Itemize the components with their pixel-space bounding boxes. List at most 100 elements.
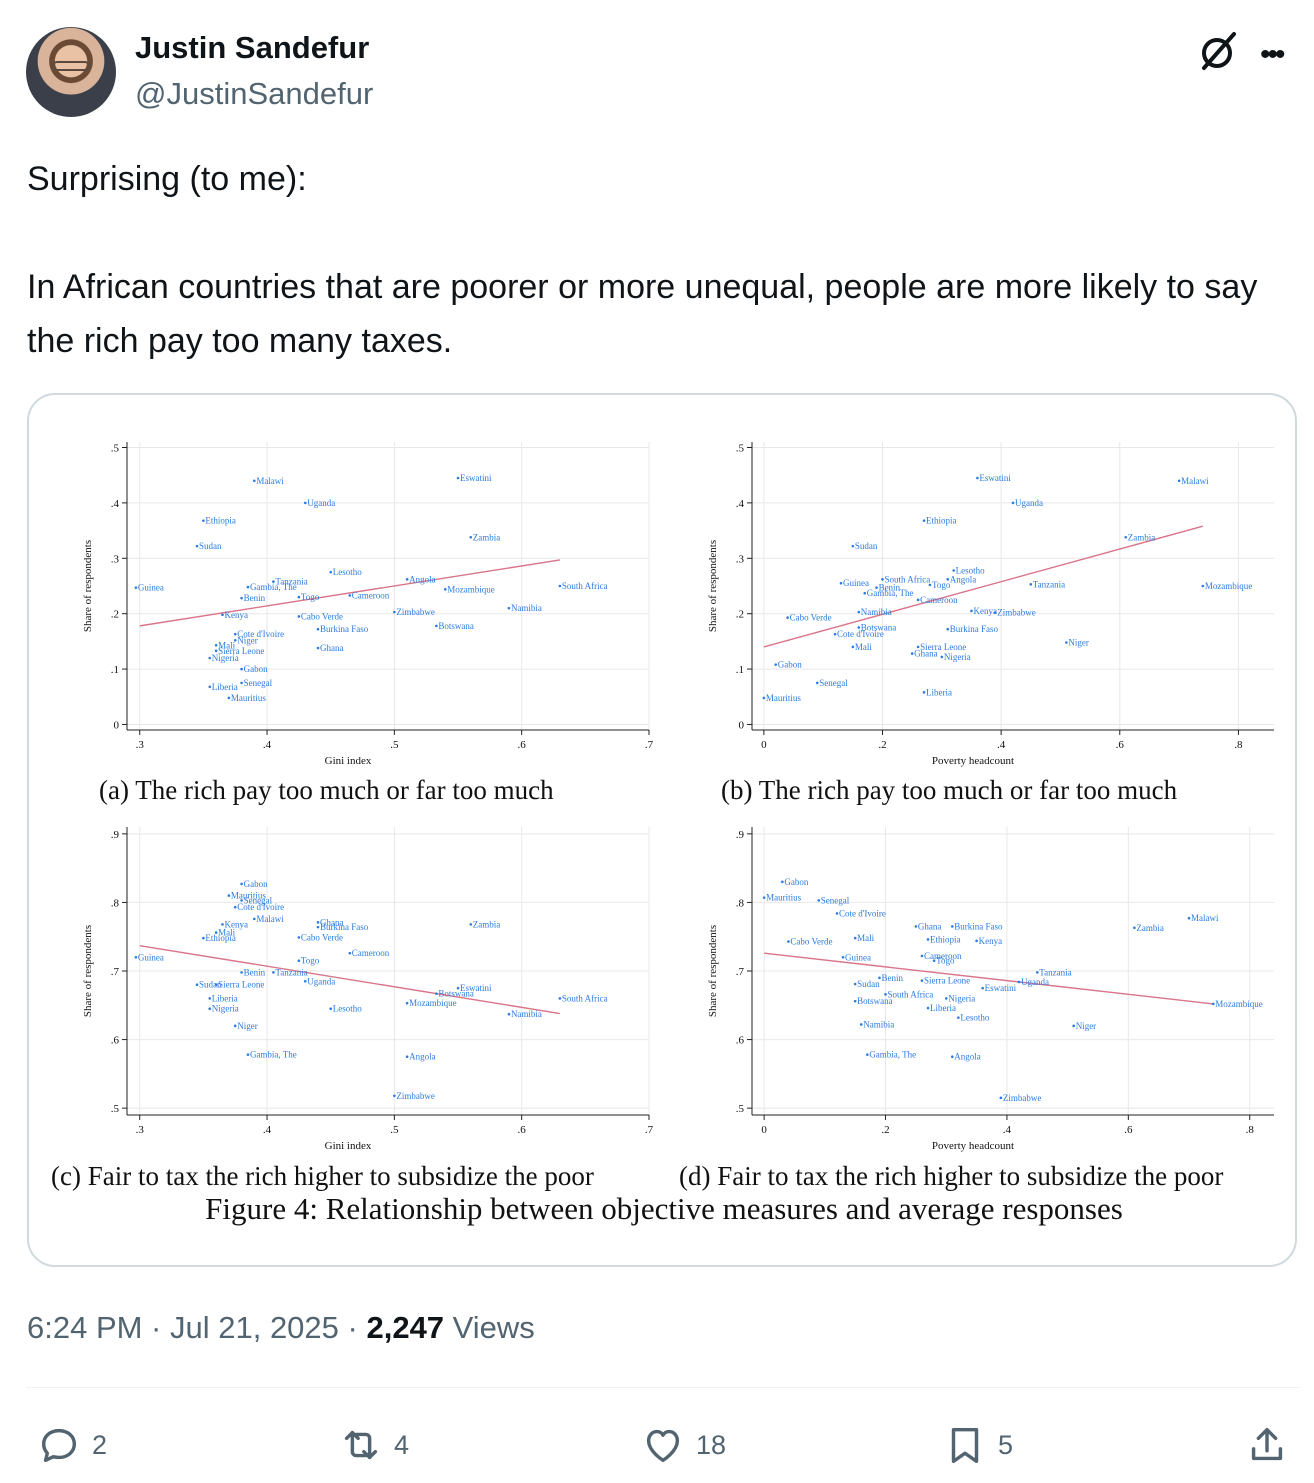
point-label: Gambia, The xyxy=(869,1050,916,1060)
data-point xyxy=(316,921,320,924)
point-label: Cabo Verde xyxy=(301,611,343,621)
repost-count: 4 xyxy=(394,1429,410,1460)
repost-button[interactable]: 4 xyxy=(338,1415,409,1475)
point-label: Uganda xyxy=(1021,977,1049,987)
y-tick-label: .4 xyxy=(111,498,120,510)
data-point xyxy=(914,925,918,928)
data-point xyxy=(253,479,256,483)
data-point xyxy=(297,615,301,618)
more-icon[interactable]: ••• xyxy=(1260,38,1285,71)
bookmark-icon xyxy=(951,1427,979,1464)
y-tick-label: .2 xyxy=(111,609,119,621)
x-tick-label: .7 xyxy=(645,1124,654,1136)
point-label: Angola xyxy=(409,574,436,584)
timestamp[interactable]: 6:24 PM · Jul 21, 2025 · xyxy=(27,1310,367,1345)
y-tick-label: .5 xyxy=(736,1103,745,1115)
point-label: Liberia xyxy=(212,682,238,692)
point-label: Mali xyxy=(218,640,235,650)
data-point xyxy=(227,696,231,700)
data-point xyxy=(297,959,301,963)
caption-d: (d) Fair to tax the rich higher to subsi… xyxy=(679,1161,1224,1191)
bookmark-button[interactable]: 5 xyxy=(942,1415,1013,1475)
point-label: Nigeria xyxy=(948,993,975,1003)
y-tick-label: .3 xyxy=(736,553,745,565)
point-label: Eswatini xyxy=(460,473,492,483)
data-point xyxy=(817,899,821,902)
data-point xyxy=(1124,535,1128,539)
data-point xyxy=(214,983,218,987)
y-tick-label: .1 xyxy=(736,664,744,676)
point-label: Lesotho xyxy=(333,1004,362,1014)
like-button[interactable]: 18 xyxy=(640,1415,726,1475)
data-point xyxy=(443,588,447,591)
chart-panel-c: .5 .6 .7 .8 .9 .3 .4 .5 .6 .7 Gini index Share of r… xyxy=(69,815,679,1195)
point-label: Uganda xyxy=(1015,498,1043,508)
data-point xyxy=(922,691,926,694)
data-point xyxy=(214,931,218,934)
point-label: Nigeria xyxy=(212,1004,239,1014)
avatar[interactable] xyxy=(26,27,116,117)
point-label: Eswatini xyxy=(979,473,1011,483)
data-point xyxy=(233,905,237,909)
data-point xyxy=(1017,980,1021,984)
data-point xyxy=(272,580,275,583)
data-point xyxy=(233,638,237,642)
y-tick-label: .5 xyxy=(111,1103,120,1115)
x-axis-title: Poverty headcount xyxy=(932,1140,1014,1152)
data-point xyxy=(240,971,243,974)
point-label: Zimbabwe xyxy=(997,608,1036,618)
data-point xyxy=(297,936,301,939)
media-image[interactable]: 0 .1 .2 .3 .4 .5 .3 .4 .5 .6 .7 Gini index Share of … xyxy=(27,393,1297,1267)
point-label: Togo xyxy=(936,956,955,966)
data-point xyxy=(787,940,790,943)
divider xyxy=(26,1387,1300,1388)
data-point xyxy=(839,581,843,585)
author-handle[interactable]: @JustinSandefur xyxy=(135,76,374,111)
x-tick-label: .4 xyxy=(1003,1124,1012,1136)
data-point xyxy=(1072,1024,1075,1028)
x-tick-label: .4 xyxy=(263,1124,272,1136)
data-point xyxy=(981,986,984,990)
point-label: Eswatini xyxy=(460,983,492,993)
data-point xyxy=(944,997,948,1000)
data-point xyxy=(208,1007,212,1011)
point-label: Burkina Faso xyxy=(320,624,369,634)
point-label: Zimbabwe xyxy=(1003,1093,1042,1103)
data-point xyxy=(920,954,924,958)
point-label: Uganda xyxy=(307,498,335,508)
point-label: Gambia, The xyxy=(250,582,297,592)
data-point xyxy=(951,1055,954,1059)
author-name[interactable]: Justin Sandefur xyxy=(135,30,370,65)
data-point xyxy=(999,1096,1003,1100)
data-point xyxy=(348,594,352,597)
grok-icon[interactable] xyxy=(1196,28,1242,74)
chart-b: 0 .1 .2 .3 .4 .5 0 .2 .4 .6 .8 Poverty headcount Sha… xyxy=(707,442,1274,767)
point-label: Benin xyxy=(879,583,901,593)
data-point xyxy=(762,896,766,899)
data-point xyxy=(297,595,301,599)
data-point xyxy=(857,626,861,629)
data-point xyxy=(208,656,212,660)
share-button[interactable] xyxy=(1244,1415,1300,1475)
point-label: Ethiopia xyxy=(205,933,236,943)
point-label: Niger xyxy=(1076,1021,1097,1031)
data-point xyxy=(851,544,855,548)
x-tick-label: .3 xyxy=(136,739,145,751)
reply-count: 2 xyxy=(92,1429,108,1460)
point-label: Sierra Leone xyxy=(920,642,966,652)
data-point xyxy=(348,951,352,955)
data-point xyxy=(456,986,460,990)
point-label: Zambia xyxy=(473,532,501,542)
point-label: Senegal xyxy=(244,678,273,688)
point-label: Cote d'Ivoire xyxy=(837,629,884,639)
data-point xyxy=(853,936,857,940)
data-point xyxy=(928,583,932,587)
point-label: Zimbabwe xyxy=(396,1091,435,1101)
point-label: Ghana xyxy=(320,643,344,653)
data-point xyxy=(857,610,861,614)
point-label: Tanzania xyxy=(1033,579,1065,589)
reply-button[interactable]: 2 xyxy=(36,1415,107,1475)
figure-title: Figure 4: Relationship between objective… xyxy=(205,1191,1123,1226)
point-label: Mozambique xyxy=(1215,999,1263,1009)
y-tick-label: .4 xyxy=(736,498,745,510)
